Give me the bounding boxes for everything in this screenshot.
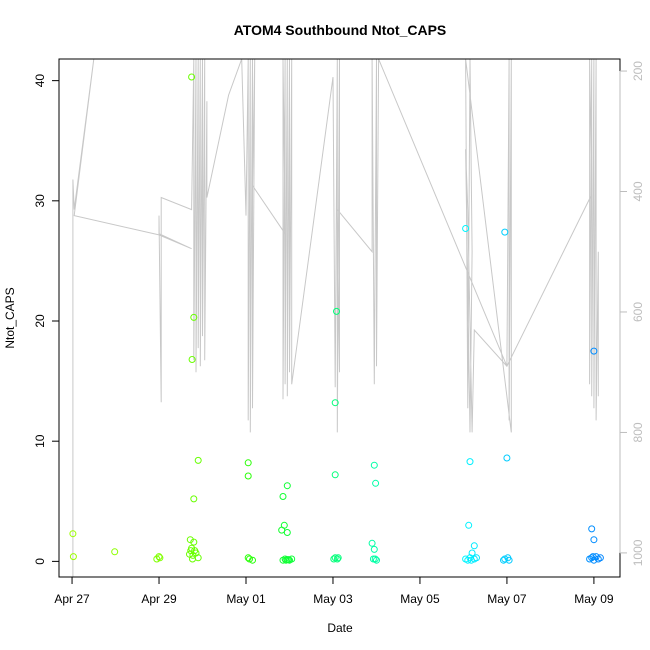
y-axis-left: 0 10 20 30 40: [33, 74, 60, 565]
y-right-tick-label: 200: [631, 61, 645, 81]
x-tick-label: May 07: [487, 592, 527, 606]
data-point: [283, 482, 291, 490]
data-point: [155, 553, 163, 561]
data-point: [111, 548, 119, 556]
x-axis: Apr 27 Apr 29 May 01 May 03 May 05 May 07 May …: [54, 576, 614, 606]
y-right-tick-label: 800: [631, 422, 645, 442]
data-point: [334, 554, 342, 562]
data-point: [190, 495, 198, 503]
data-point: [282, 556, 290, 564]
data-point: [285, 556, 293, 564]
y-right-tick-label: 400: [631, 181, 645, 201]
data-point: [331, 399, 339, 407]
data-point: [588, 525, 596, 533]
data-point: [330, 555, 338, 563]
data-point: [333, 307, 340, 315]
data-point: [244, 459, 252, 467]
y-right-tick-label: 1000: [631, 539, 645, 566]
data-point: [69, 530, 77, 538]
y-right-tick-label: 600: [631, 302, 645, 322]
data-point: [187, 547, 195, 555]
data-point: [464, 556, 472, 564]
x-axis-label: Date: [327, 621, 353, 635]
data-points-layer: [69, 73, 604, 564]
x-tick-label: Apr 27: [54, 592, 90, 606]
data-point: [590, 556, 598, 564]
data-point: [188, 73, 196, 81]
y-tick-label: 30: [33, 194, 47, 208]
data-point: [503, 454, 511, 462]
y-tick-label: 10: [33, 434, 47, 448]
data-point: [156, 554, 164, 562]
x-tick-label: Apr 29: [141, 592, 177, 606]
data-point: [370, 461, 378, 469]
y-tick-label: 0: [33, 558, 47, 565]
pressure-line: [72, 59, 599, 577]
x-tick-label: May 01: [226, 592, 266, 606]
data-point: [190, 538, 198, 546]
data-point: [333, 555, 341, 563]
data-point: [153, 555, 161, 563]
y-tick-label: 20: [33, 314, 47, 328]
data-point: [190, 313, 198, 321]
data-point: [368, 539, 376, 547]
y-tick-label: 40: [33, 74, 47, 88]
data-point: [596, 554, 604, 562]
data-point: [370, 545, 378, 553]
data-point: [278, 526, 286, 534]
pressure-track-layer: [72, 59, 599, 577]
data-point: [372, 479, 380, 487]
data-point: [590, 347, 598, 355]
data-point: [467, 556, 475, 564]
x-tick-label: May 03: [313, 592, 353, 606]
data-point: [249, 556, 256, 564]
chart-title: ATOM4 Southbound Ntot_CAPS: [234, 22, 447, 38]
data-point: [189, 555, 196, 563]
data-point: [371, 555, 379, 563]
y-axis-right: 200 400 600 800 1000: [619, 61, 645, 566]
data-point: [373, 556, 380, 564]
data-point: [590, 536, 598, 544]
data-point: [501, 228, 509, 236]
data-point: [186, 536, 194, 544]
data-point: [283, 529, 291, 536]
data-point: [69, 553, 77, 561]
x-tick-label: May 09: [574, 592, 614, 606]
data-point: [279, 493, 287, 500]
data-point: [589, 553, 597, 561]
data-point: [331, 471, 339, 479]
data-point: [194, 456, 202, 464]
data-point: [244, 472, 252, 480]
data-point: [465, 521, 473, 529]
data-point: [466, 458, 474, 466]
y-axis-label: Ntot_CAPS: [3, 287, 17, 348]
data-point: [500, 556, 507, 564]
data-point: [470, 542, 478, 550]
data-point: [592, 553, 600, 561]
data-point: [588, 554, 596, 562]
x-tick-label: May 05: [400, 592, 440, 606]
data-point: [188, 356, 196, 363]
data-point: [462, 225, 470, 232]
